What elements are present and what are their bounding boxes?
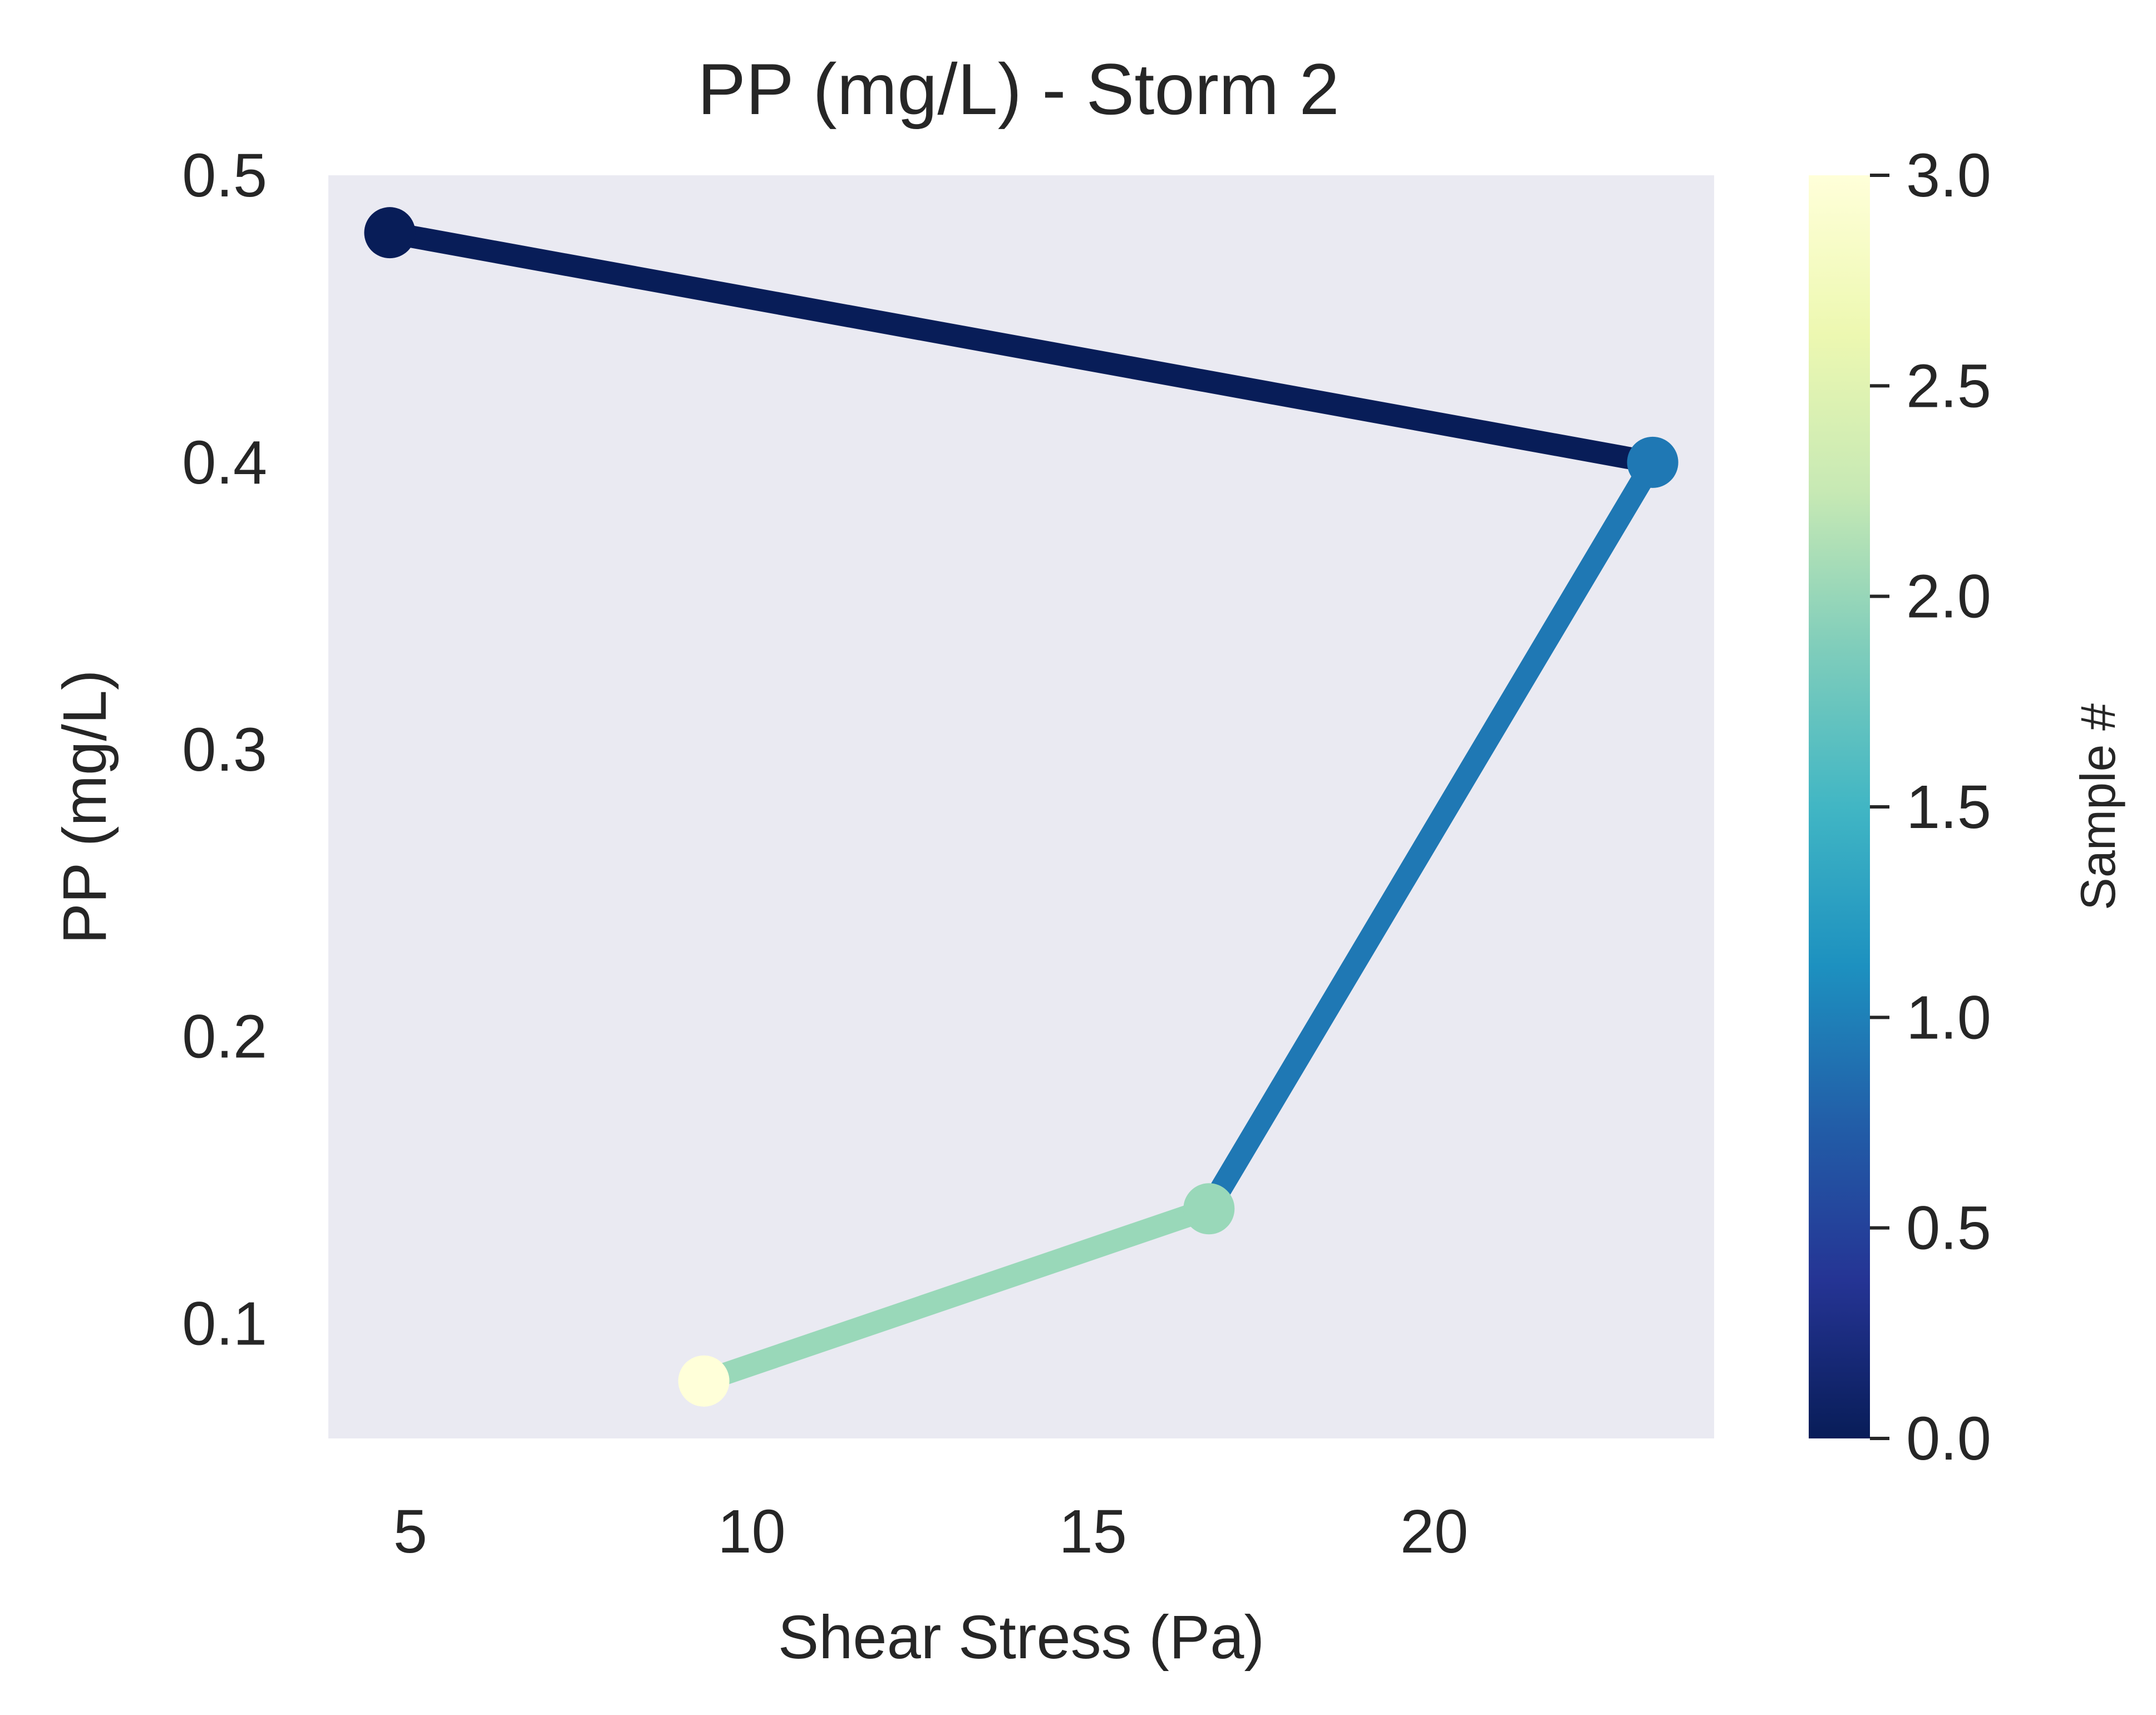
chart-title: PP (mg/L) - Storm 2	[697, 48, 1339, 130]
colorbar-tick-label: 0.0	[1906, 1404, 1991, 1473]
plot-area	[328, 175, 1714, 1438]
colorbar-tick-label: 0.5	[1906, 1194, 1991, 1263]
y-tick-label: 0.5	[182, 141, 267, 210]
y-axis-label: PP (mg/L)	[51, 669, 119, 944]
y-tick-label: 0.4	[182, 428, 267, 497]
data-point	[1627, 436, 1678, 488]
data-point	[1183, 1183, 1235, 1235]
y-tick-label: 0.2	[182, 1003, 267, 1071]
line-segment	[1199, 456, 1662, 1215]
colorbar-label: Sample #	[2070, 703, 2125, 910]
plot-marks	[364, 207, 1678, 1407]
colorbar-tick-label: 2.0	[1906, 563, 1991, 631]
line-segment	[700, 1198, 1213, 1392]
colorbar-tick-label: 1.0	[1906, 983, 1991, 1052]
x-tick-label: 15	[1059, 1497, 1127, 1566]
x-tick-label: 20	[1400, 1497, 1468, 1566]
y-tick-label: 0.1	[182, 1290, 267, 1358]
x-axis-ticks: 5 10 15 20	[393, 1497, 1469, 1566]
line-segment	[387, 221, 1655, 474]
colorbar	[1809, 175, 1870, 1438]
colorbar-tick-label: 2.5	[1906, 352, 1991, 420]
x-tick-label: 5	[393, 1497, 427, 1566]
colorbar-tick-label: 1.5	[1906, 773, 1991, 841]
x-axis-label: Shear Stress (Pa)	[778, 1603, 1264, 1672]
data-point	[678, 1355, 730, 1407]
y-axis-ticks: 0.1 0.2 0.3 0.4 0.5	[182, 141, 267, 1358]
colorbar-ticks: 0.0 0.5 1.0 1.5 2.0 2.5 3.0	[1870, 141, 1991, 1473]
colorbar-tick-label: 3.0	[1906, 141, 1991, 210]
y-tick-label: 0.3	[182, 716, 267, 784]
x-tick-label: 10	[717, 1497, 785, 1566]
data-point	[364, 207, 416, 259]
